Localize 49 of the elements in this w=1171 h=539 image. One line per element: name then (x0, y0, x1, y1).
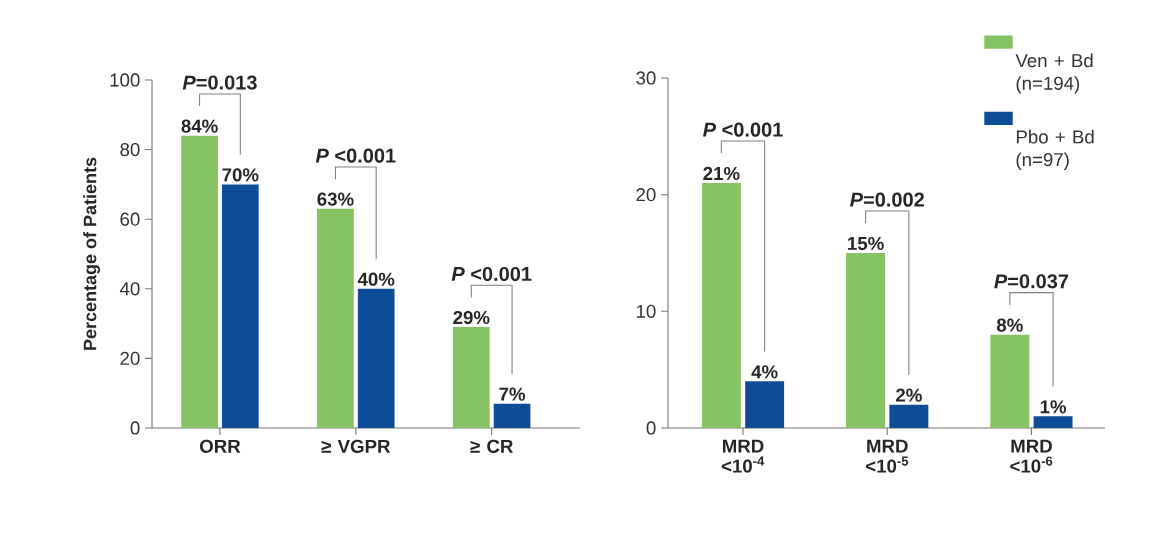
data-label: 1% (1040, 400, 1067, 414)
data-label: 4% (751, 365, 778, 379)
y-tick-label: 30 (636, 71, 656, 85)
y-tick-label: 20 (120, 351, 140, 365)
x-tick-label: ORR (199, 439, 241, 453)
bar (452, 327, 490, 428)
y-tick-label: 100 (110, 73, 140, 87)
data-label: 70% (222, 168, 259, 182)
x-tick-label: MRD <10$^{-6}$ (1010, 439, 1053, 473)
data-label: 21% (703, 166, 740, 181)
data-label: 40% (357, 272, 395, 286)
x-tick-label: MRD <10$^{-5}$ (866, 439, 909, 473)
y-tick-label: 0 (130, 421, 140, 435)
legend-label: Pbo + Bd (n=97) (1016, 129, 1094, 170)
y-tick-label: 60 (120, 212, 140, 226)
bar (493, 403, 531, 428)
legend-label: Ven + Bd (n=194) (1015, 53, 1093, 94)
bar (846, 252, 886, 428)
annotation: P=0.013 (182, 75, 257, 90)
data-label: 7% (499, 387, 526, 401)
bar (745, 381, 785, 428)
annotation: P <0.001 (451, 266, 532, 282)
data-label: 84% (181, 119, 218, 133)
bar (221, 184, 259, 428)
x-tick-label: ≥ CR (470, 439, 514, 453)
data-label: 8% (996, 318, 1023, 332)
y-tick-label: 80 (120, 142, 140, 157)
bar (990, 334, 1030, 428)
annotation: P=0.037 (994, 274, 1069, 289)
data-label: 63% (317, 192, 354, 206)
x-tick-label: ≥ VGPR (321, 439, 391, 453)
data-label: 15% (848, 236, 884, 251)
bar (181, 135, 218, 428)
bar (1033, 416, 1073, 428)
y-tick-label: 20 (636, 188, 656, 202)
bar (357, 288, 395, 428)
bar (701, 182, 741, 428)
data-label: 29% (453, 310, 490, 325)
y-tick-label: 40 (119, 282, 140, 296)
x-tick-label: MRD <10$^{-4}$ (721, 439, 765, 473)
bar (889, 404, 929, 428)
y-axis-title: Percentage of Patients (83, 157, 100, 350)
annotation: P=0.002 (850, 192, 924, 207)
annotation: P <0.001 (315, 148, 396, 163)
y-tick-label: 0 (646, 421, 656, 435)
bar (317, 208, 354, 428)
annotation: P <0.001 (703, 122, 783, 137)
y-tick-label: 10 (636, 304, 656, 318)
data-label: 2% (896, 388, 922, 402)
